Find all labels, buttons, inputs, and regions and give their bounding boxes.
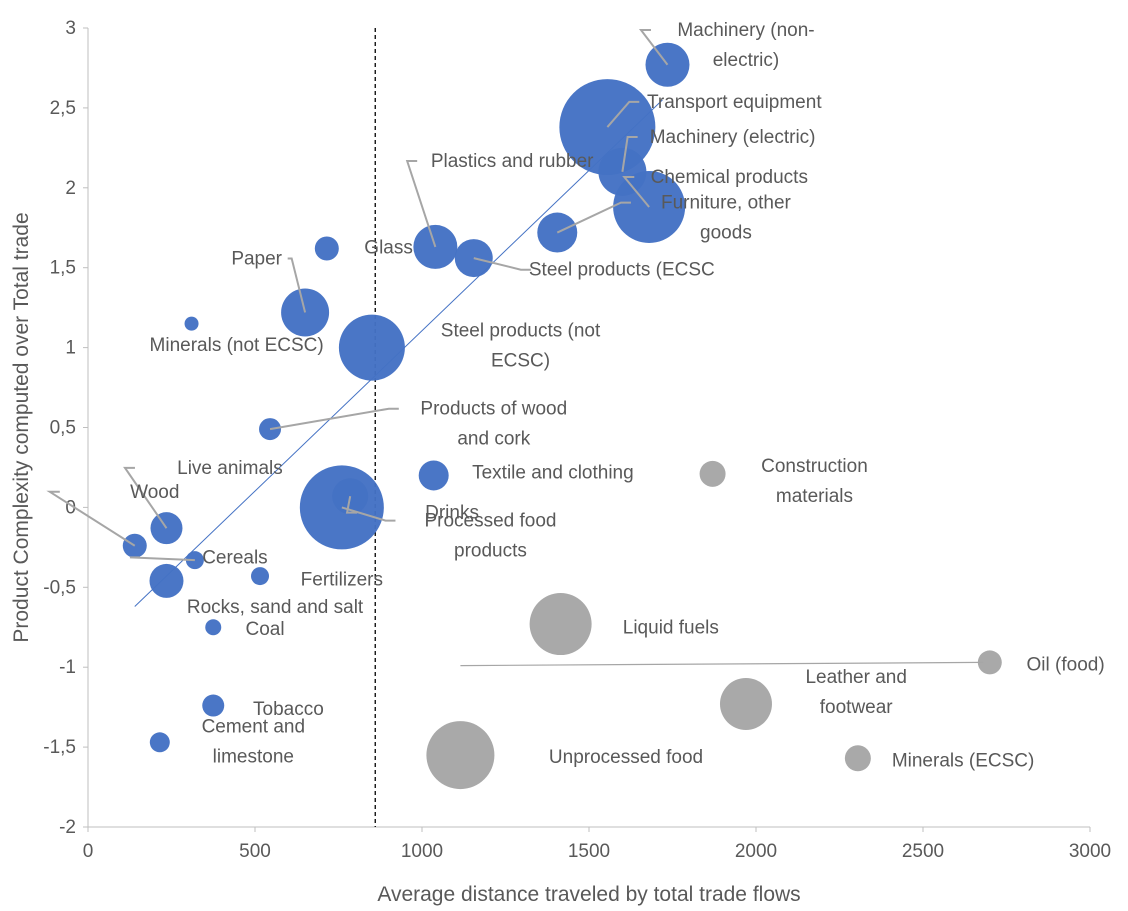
bubble-label: Plastics and rubber xyxy=(431,151,594,172)
bubble-label: Oil (food) xyxy=(1027,654,1105,675)
bubble-label: Tobacco xyxy=(253,699,324,720)
bubble-label: Live animals xyxy=(177,458,283,479)
bubbles xyxy=(122,42,1002,790)
leader-line xyxy=(556,201,631,234)
bubble-label: Coal xyxy=(245,619,284,640)
x-tick-label: 3000 xyxy=(1069,841,1111,862)
axes: 3 2,5 2 1,5 1 0,5 0 -0,5 -1 -1,5 -2 0 500 1000 1500 200… xyxy=(43,18,1111,862)
x-tick-label: 2500 xyxy=(902,841,944,862)
bubble-label: Unprocessed food xyxy=(549,747,703,768)
leader-line xyxy=(341,506,396,522)
y-tick-label: 1 xyxy=(65,338,76,359)
leader-line xyxy=(473,257,531,271)
y-tick-label: 0,5 xyxy=(50,418,76,439)
bubble-label: Drinks xyxy=(425,503,479,524)
leader-line xyxy=(638,28,669,66)
leader-line xyxy=(46,490,136,547)
bubble-point xyxy=(977,650,1002,675)
x-tick-label: 1500 xyxy=(568,841,610,862)
y-tick-label: 2,5 xyxy=(50,98,76,119)
bubble-label: Rocks, sand and salt xyxy=(187,597,364,618)
leader-line xyxy=(345,496,358,514)
bubble-point xyxy=(205,619,222,636)
y-tick-label: 1,5 xyxy=(50,258,76,279)
bubble-label: Machinery (non-electric) xyxy=(677,20,814,71)
bubble-point xyxy=(251,567,270,586)
bubble-point xyxy=(184,316,199,331)
bubble-point xyxy=(529,593,592,656)
bubble-label: Furniture, other goods xyxy=(661,193,792,244)
y-axis-title: Product Complexity computed over Total t… xyxy=(10,212,33,642)
bubble-label: Minerals (ECSC) xyxy=(892,750,1035,771)
bubble-point xyxy=(844,745,871,772)
bubble-point xyxy=(719,677,772,730)
x-axis-title: Average distance traveled by total trade… xyxy=(377,883,800,906)
bubble-point xyxy=(149,563,184,598)
bubble-label: Glass xyxy=(364,237,413,258)
leader-line xyxy=(606,100,640,128)
bubble-point xyxy=(149,732,170,753)
y-tick-label: 0 xyxy=(65,497,76,518)
bubble-label: Machinery (electric) xyxy=(650,127,816,148)
leader-line xyxy=(621,136,638,172)
y-tick-label: 2 xyxy=(65,178,76,199)
y-tick-label: -2 xyxy=(59,817,76,838)
bubble-label: Fertilizers xyxy=(301,570,383,591)
bubble-label: Liquid fuels xyxy=(623,618,719,639)
axis-titles: Average distance traveled by total trade… xyxy=(10,212,801,906)
y-tick-label: -1,5 xyxy=(43,737,76,758)
bubble-point xyxy=(699,460,726,487)
x-tick-label: 500 xyxy=(239,841,271,862)
bubble-labels: Machinery (non-electric) Transport equipm… xyxy=(46,20,1105,771)
y-tick-label: 3 xyxy=(65,18,76,39)
bubble-label: Wood xyxy=(130,482,179,503)
bubble-label: Paper xyxy=(231,249,282,270)
bubble-label: Products of wood and cork xyxy=(420,399,567,450)
x-tick-label: 2000 xyxy=(735,841,777,862)
bubble-point xyxy=(418,460,449,491)
bubble-point xyxy=(426,721,495,790)
bubble-label: Leather and footwear xyxy=(805,667,906,718)
x-tick-label: 0 xyxy=(83,841,94,862)
bubble-label: Cement and limestone xyxy=(202,717,306,768)
leader-line xyxy=(287,257,307,313)
x-tick-label: 1000 xyxy=(401,841,443,862)
bubble-point xyxy=(314,236,339,261)
bubble-label: Transport equipment xyxy=(647,92,822,113)
bubble-label: Steel products (not ECSC) xyxy=(441,320,601,371)
leader-line xyxy=(405,160,437,248)
bubble-label: Construction materials xyxy=(761,456,868,507)
leader-line xyxy=(123,466,168,529)
bubble-point xyxy=(202,694,225,717)
leader-line xyxy=(622,176,650,208)
y-tick-label: -1 xyxy=(59,657,76,678)
bubble-point xyxy=(338,314,405,381)
bubble-label: Steel products (ECSC xyxy=(529,260,715,281)
bubble-label: Textile and clothing xyxy=(472,463,634,484)
bubble-label: Minerals (not ECSC) xyxy=(150,335,324,356)
bubble-label: Chemical products xyxy=(651,167,808,188)
leader-line xyxy=(269,407,399,431)
y-tick-label: -0,5 xyxy=(43,577,76,598)
leader-line xyxy=(460,661,984,667)
bubble-label: Processed food products xyxy=(424,511,556,562)
leader-line xyxy=(129,556,195,562)
bubble-label: Cereals xyxy=(202,547,267,568)
